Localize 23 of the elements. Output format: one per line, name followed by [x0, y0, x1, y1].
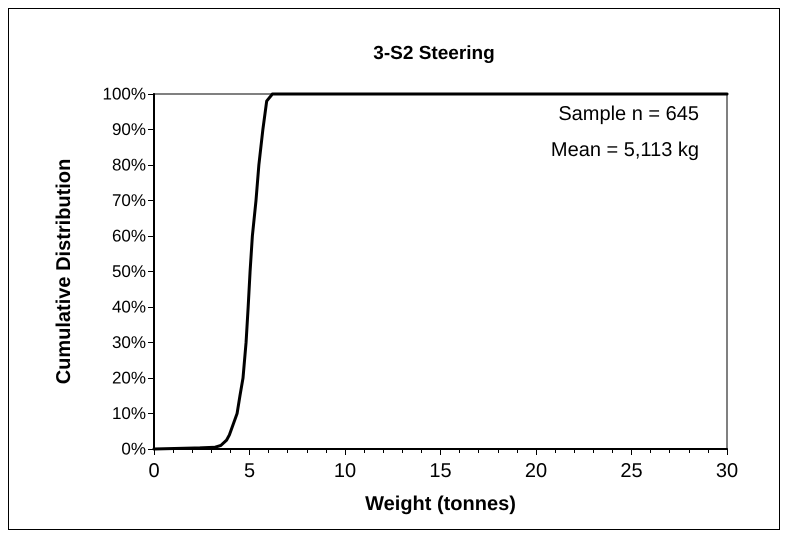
x-tick-label: 5 — [244, 460, 256, 482]
annotation: Sample n = 645 — [558, 103, 699, 125]
x-tick-label: 30 — [716, 460, 738, 482]
y-tick-label: 40% — [112, 298, 146, 316]
y-tick-label: 60% — [112, 226, 146, 246]
y-tick-label: 50% — [112, 262, 146, 281]
y-tick-label: 20% — [112, 368, 146, 388]
x-axis-title: Weight (tonnes) — [365, 493, 516, 515]
y-tick-label: 80% — [112, 156, 146, 174]
x-tick-label: 25 — [620, 460, 643, 482]
x-tick-label: 10 — [334, 460, 356, 482]
x-tick-label: 15 — [429, 460, 452, 482]
y-tick-label: 0% — [121, 440, 146, 458]
y-tick-label: 90% — [112, 120, 146, 139]
y-tick-label: 30% — [112, 333, 146, 352]
x-tick-label: 20 — [524, 460, 548, 482]
y-tick-label: 100% — [102, 84, 146, 104]
y-tick-label: 10% — [112, 404, 146, 423]
x-tick-label: 0 — [148, 460, 160, 482]
y-tick-label: 70% — [112, 191, 146, 210]
chart-title: 3-S2 Steering — [373, 43, 495, 64]
annotation: Mean = 5,113 kg — [550, 139, 700, 161]
y-axis-title: Cumulative Distribution — [53, 158, 75, 384]
